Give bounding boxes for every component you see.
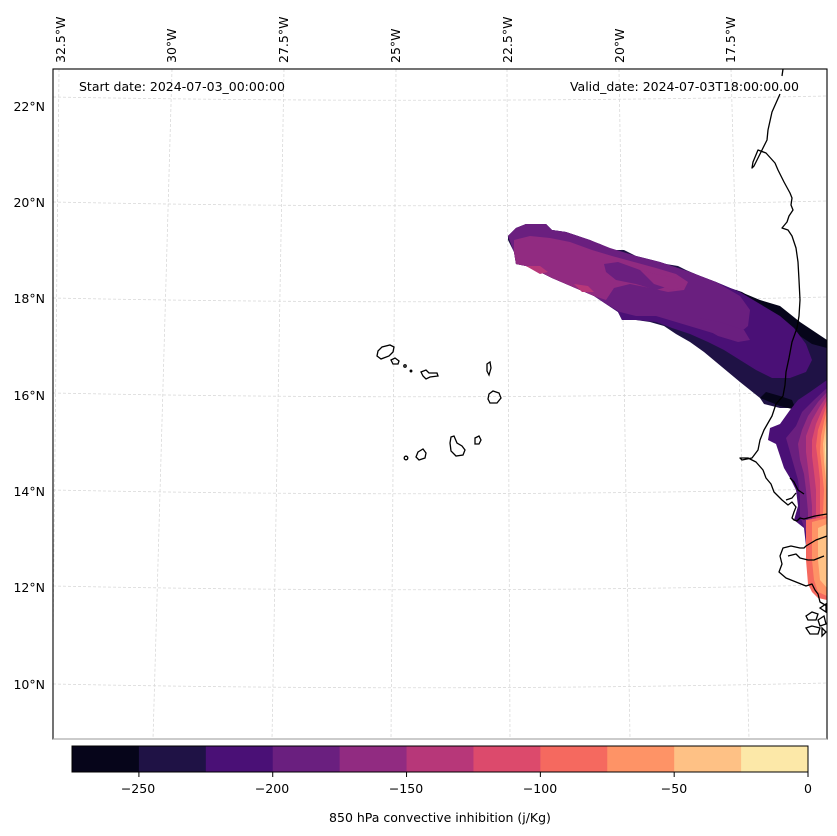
gridline-lat-16 [53, 391, 827, 398]
colorbar-segment [741, 746, 809, 772]
coastline-senegal-river-inlets [785, 477, 825, 561]
colorbar-segment [473, 746, 541, 772]
island-sao-nicolau [420, 369, 439, 380]
bijagos-islands [804, 602, 827, 638]
colorbar-label: 850 hPa convective inhibition (j/Kg) [329, 810, 551, 825]
start-date-annotation: Start date: 2024-07-03_00:00:00 [79, 79, 285, 94]
gridline-lat-14 [53, 488, 827, 495]
island-boa-vista [487, 390, 502, 404]
colorbar-segment [72, 746, 140, 772]
island-raso [409, 369, 413, 373]
graticule [53, 69, 827, 739]
lat-tick-label: 12°N [13, 580, 45, 595]
colorbar-segment [272, 746, 341, 772]
gridline-lat-12 [53, 584, 827, 591]
gridline-lon-17.5 [730, 69, 750, 739]
lon-tick-label: 30°W [164, 28, 179, 63]
contour-band [700, 318, 750, 342]
cin-filled-contours [508, 224, 827, 600]
latitude-tick-labels: 22°N 20°N 18°N 16°N 14°N 12°N 10°N [13, 99, 45, 692]
lon-tick-label: 32.5°W [53, 17, 68, 63]
lon-tick-label: 27.5°W [276, 17, 291, 63]
coastline-mauritania-senegal [739, 69, 827, 522]
island-santo-antao [376, 344, 395, 360]
colorbar-segment [406, 746, 474, 772]
lat-tick-label: 20°N [13, 195, 45, 210]
island-sal [486, 360, 492, 377]
colorbar-tick-label: 0 [804, 781, 812, 796]
lat-tick-label: 22°N [13, 99, 45, 114]
colorbar-frame [71, 745, 809, 773]
gridline-lon-32.5 [53, 69, 60, 682]
colorbar-segment [205, 746, 274, 772]
colorbar-segment [540, 746, 608, 772]
colorbar-segment [138, 746, 207, 772]
valid-date-annotation: Valid_date: 2024-07-03T18:00:00.00 [570, 79, 799, 94]
contour-band [574, 284, 594, 292]
cape-verde-islands [376, 344, 502, 461]
colorbar-tick-labels: −250 −200 −150 −100 −50 0 [121, 781, 812, 796]
island-santa-luzia [403, 364, 407, 368]
island-fogo [415, 448, 427, 461]
colorbar-segment [339, 746, 408, 772]
gridline-lon-30 [152, 69, 173, 739]
island-maio [474, 435, 482, 445]
lon-tick-label: 20°W [612, 28, 627, 63]
longitude-tick-labels: 32.5°W 30°W 27.5°W 25°W 22.5°W 20°W 17.5… [53, 17, 738, 63]
colorbar-tick-label: −250 [121, 781, 155, 796]
gridline-lon-27.5 [271, 69, 285, 739]
map-area [53, 69, 827, 739]
gridline-lat-18 [53, 296, 827, 303]
contour-band [640, 270, 686, 290]
colorbar [71, 745, 809, 777]
colorbar-segment [674, 746, 742, 772]
lat-tick-label: 10°N [13, 677, 45, 692]
gridline-lat-10 [53, 682, 827, 689]
colorbar-tick-label: −100 [523, 781, 557, 796]
gridline-lat-20 [53, 200, 827, 207]
lat-tick-label: 16°N [13, 388, 45, 403]
gridline-lat-22 [53, 95, 827, 101]
island-sao-vicente [390, 357, 400, 365]
island-santiago [449, 435, 466, 457]
colorbar-segment [607, 746, 675, 772]
lon-tick-label: 22.5°W [500, 17, 515, 63]
colorbar-tick-label: −200 [255, 781, 289, 796]
gridline-lon-22.5 [506, 69, 511, 739]
island-brava [403, 455, 409, 461]
gridline-lon-20 [618, 69, 631, 739]
colorbar-tick-label: −50 [661, 781, 687, 796]
coastlines [739, 69, 827, 638]
lat-tick-label: 14°N [13, 484, 45, 499]
contour-band [526, 266, 548, 274]
coastline-gambia-guinea [778, 535, 827, 607]
colorbar-tick-label: −150 [389, 781, 423, 796]
lon-tick-label: 17.5°W [723, 17, 738, 63]
lat-tick-label: 18°N [13, 291, 45, 306]
gridline-lon-25 [390, 69, 397, 739]
lon-tick-label: 25°W [388, 28, 403, 63]
